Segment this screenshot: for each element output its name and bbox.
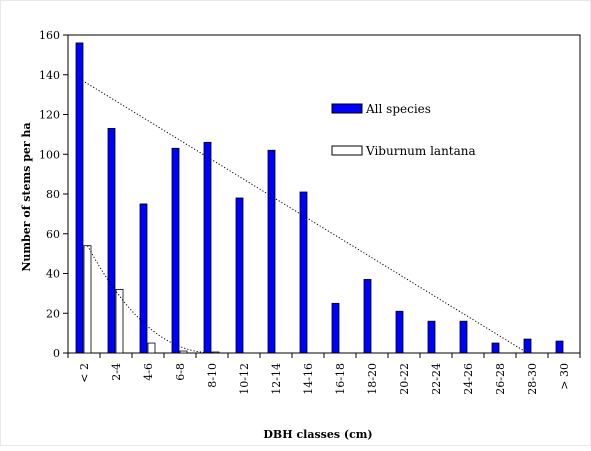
legend-label-viburnum-lantana: Viburnum lantana — [365, 144, 476, 158]
x-tick-label: 20-22 — [398, 363, 411, 395]
bar-all-species — [331, 302, 340, 354]
bar-viburnum-lantana — [115, 288, 124, 354]
bar-all-species — [299, 191, 308, 354]
y-tick-label: 80 — [46, 188, 60, 201]
x-tick-label: 16-18 — [334, 363, 347, 395]
bar-all-species — [363, 279, 372, 354]
x-tick-label: 26-28 — [494, 363, 507, 395]
x-tick-label: 22-24 — [430, 363, 443, 395]
legend-swatch-viburnum-lantana — [331, 145, 363, 156]
y-tick-label: 0 — [53, 347, 60, 360]
y-tick-label: 100 — [39, 148, 60, 161]
y-tick-label: 120 — [39, 109, 60, 122]
x-tick-label: 4-6 — [142, 363, 155, 381]
bar-all-species — [107, 128, 116, 354]
bar-all-species — [555, 340, 564, 354]
bar-all-species — [427, 320, 436, 354]
x-tick-label: 12-14 — [270, 363, 283, 395]
bar-all-species — [203, 141, 212, 354]
y-tick-label: 20 — [46, 307, 60, 320]
legend: All species Viburnum lantana — [331, 102, 476, 158]
x-tick-label: < 2 — [78, 363, 91, 383]
x-tick-label: 14-16 — [302, 363, 315, 395]
x-tick-label: 8-10 — [206, 363, 219, 388]
x-tick-label: > 30 — [558, 363, 571, 390]
plot-area: 0 20 40 60 80 100 120 140 160 < 2 2-4 4-6 6-8 8-10 10-… — [39, 29, 581, 395]
bar-all-species — [395, 310, 404, 354]
x-axis-title: DBH classes (cm) — [263, 428, 372, 441]
y-tick-label: 60 — [46, 228, 60, 241]
trendline-viburnum-lantana — [87, 245, 216, 354]
y-axis-title: Number of stems per ha — [20, 122, 33, 271]
bar-viburnum-lantana — [211, 351, 220, 354]
bar-all-species — [523, 338, 532, 354]
x-tick-label: 2-4 — [110, 363, 123, 381]
x-tick-label: 24-26 — [462, 363, 475, 395]
legend-label-all-species: All species — [365, 102, 431, 116]
y-tick-label: 40 — [46, 268, 60, 281]
x-tick-label: 10-12 — [238, 363, 251, 395]
bar-all-species — [235, 197, 244, 354]
bar-all-species — [139, 203, 148, 354]
bar-all-species — [459, 320, 468, 354]
bar-all-species — [75, 42, 84, 354]
bar-all-species — [171, 147, 180, 354]
x-tick-label: 6-8 — [174, 363, 187, 381]
y-tick-label: 160 — [39, 29, 60, 42]
trendline-all-species — [79, 78, 528, 354]
x-tick-label: 28-30 — [526, 363, 539, 395]
y-tick-label: 140 — [39, 69, 60, 82]
bar-viburnum-lantana — [83, 245, 92, 354]
x-tick-label: 18-20 — [366, 363, 379, 395]
legend-swatch-all-species — [331, 103, 363, 114]
bar-all-species — [267, 149, 276, 354]
bar-viburnum-lantana — [147, 342, 156, 354]
bar-viburnum-lantana — [179, 350, 188, 354]
bar-all-species — [491, 342, 500, 354]
